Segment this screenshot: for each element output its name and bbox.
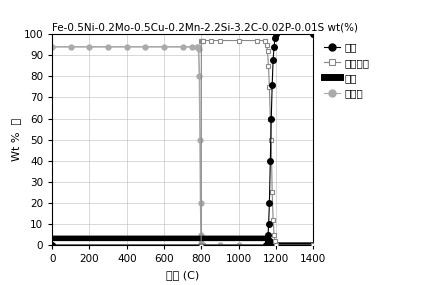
X-axis label: 温度 (C): 温度 (C) bbox=[166, 270, 199, 280]
Text: Fe-0.5Ni-0.2Mo-0.5Cu-0.2Mn-2.2Si-3.2C-0.02P-0.01S wt(%): Fe-0.5Ni-0.2Mo-0.5Cu-0.2Mn-2.2Si-3.2C-0.… bbox=[52, 22, 357, 32]
Legend: 液相, 奥氏体相, 石墨, 铁素体: 液相, 奥氏体相, 石墨, 铁素体 bbox=[320, 39, 372, 101]
Y-axis label: Wt %  相: Wt % 相 bbox=[11, 118, 21, 161]
